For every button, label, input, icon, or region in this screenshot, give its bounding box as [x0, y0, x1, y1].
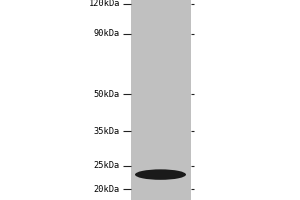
Text: 20kDa: 20kDa	[94, 185, 120, 194]
Text: 90kDa: 90kDa	[94, 29, 120, 38]
Text: 50kDa: 50kDa	[94, 90, 120, 99]
Ellipse shape	[135, 169, 186, 180]
Text: 35kDa: 35kDa	[94, 127, 120, 136]
Text: 120kDa: 120kDa	[88, 0, 120, 8]
Text: 25kDa: 25kDa	[94, 161, 120, 170]
Bar	[130, 0, 190, 200]
